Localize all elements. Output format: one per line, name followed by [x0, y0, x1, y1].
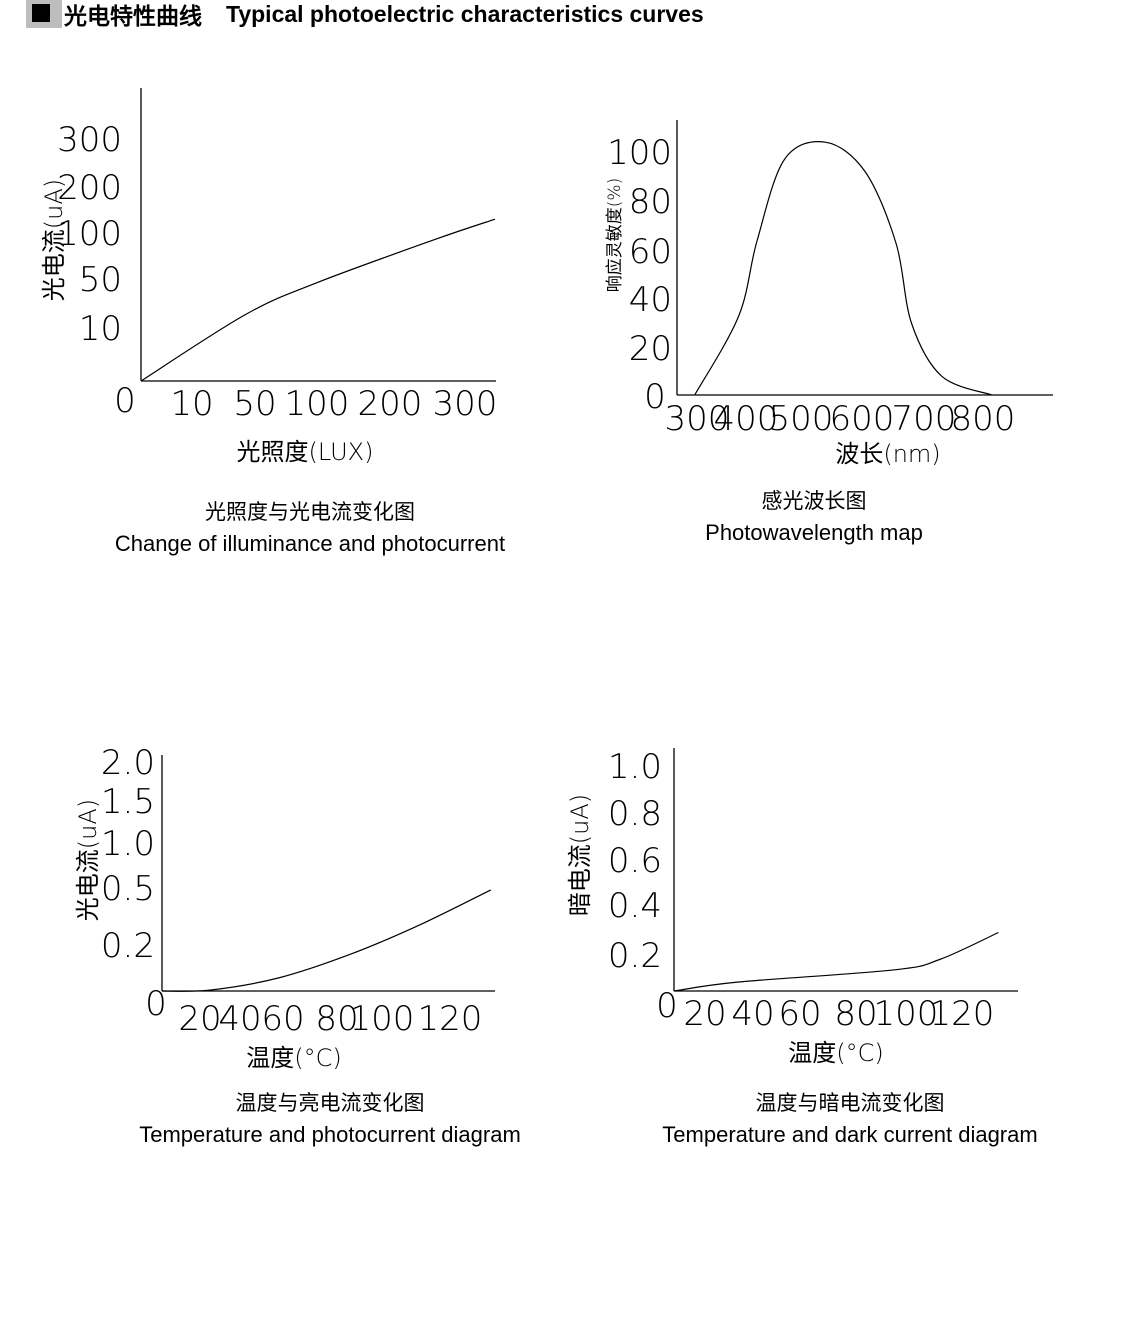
x-tick-label: 100 — [285, 384, 350, 424]
y-tick-label: 60 — [629, 232, 672, 272]
caption-wavelength: 感光波长图 Photowavelength map — [614, 485, 1014, 549]
x-tick-label: 200 — [358, 384, 423, 424]
y-tick-label: 0.2 — [101, 926, 155, 966]
header-title-en: Typical photoelectric characteristics cu… — [226, 0, 704, 27]
y-tick-label: 0.4 — [608, 886, 662, 926]
caption-en: Temperature and dark current diagram — [662, 1122, 1038, 1147]
caption-temp-photocurrent: 温度与亮电流变化图 Temperature and photocurrent d… — [80, 1087, 580, 1151]
y-tick-label: 2.0 — [101, 743, 155, 783]
y-axis-label: 光电流(uA) — [74, 799, 102, 921]
x-tick-label: 100 — [350, 999, 415, 1039]
series-line — [673, 931, 999, 992]
caption-cn: 感光波长图 — [761, 489, 867, 513]
caption-cn: 温度与暗电流变化图 — [755, 1091, 945, 1115]
x-axis-label: 光照度(LUX) — [237, 438, 374, 466]
x-tick-label: 20 — [178, 999, 221, 1039]
x-tick-label: 40 — [731, 994, 774, 1034]
y-tick-label: 80 — [629, 182, 672, 222]
x-tick-label: 60 — [261, 999, 304, 1039]
series-line — [694, 141, 993, 396]
series-line — [140, 218, 496, 382]
y-tick-label: 50 — [79, 260, 122, 300]
x-tick-label: 120 — [418, 999, 483, 1039]
y-tick-label: 1.0 — [101, 824, 155, 864]
y-axis-label: 暗电流(uA) — [566, 794, 594, 916]
x-tick-label: 10 — [170, 384, 213, 424]
x-tick-label: 20 — [683, 994, 726, 1034]
y-tick-label: 0.8 — [608, 794, 662, 834]
y-tick-label: 1.0 — [608, 747, 662, 787]
x-tick-label: 100 — [874, 994, 939, 1034]
x-tick-label: 80 — [834, 994, 877, 1034]
y-tick-label: 100 — [607, 133, 672, 173]
origin-tick-label: 0 — [644, 377, 666, 417]
x-tick-label: 600 — [830, 399, 895, 439]
x-tick-label: 500 — [769, 399, 834, 439]
y-tick-label: 10 — [79, 309, 122, 349]
caption-en: Change of illuminance and photocurrent — [114, 531, 506, 556]
y-tick-label: 300 — [57, 120, 122, 160]
caption-en: Photowavelength map — [705, 520, 923, 545]
x-tick-label: 300 — [665, 399, 730, 439]
y-axis-label: 光电流(uA) — [40, 179, 68, 301]
header-title-cn: 光电特性曲线 — [64, 3, 202, 29]
x-tick-label: 400 — [714, 399, 779, 439]
section-header: 光电特性曲线 Typical photoelectric characteris… — [26, 0, 704, 29]
origin-tick-label: 0 — [145, 984, 167, 1024]
x-tick-label: 60 — [778, 994, 821, 1034]
caption-en: Temperature and photocurrent diagram — [139, 1122, 521, 1147]
y-tick-label: 0.6 — [608, 841, 662, 881]
y-tick-label: 0.5 — [101, 869, 155, 909]
y-tick-label: 100 — [57, 214, 122, 254]
x-tick-label: 120 — [930, 994, 995, 1034]
y-tick-label: 200 — [57, 168, 122, 208]
x-axis-label: 温度(°C) — [788, 1039, 883, 1067]
square-bullet-icon — [26, 0, 62, 28]
x-axis-label: 温度(°C) — [246, 1044, 341, 1072]
series-line — [161, 889, 492, 992]
x-tick-label: 300 — [433, 384, 498, 424]
y-tick-label: 1.5 — [101, 782, 155, 822]
y-axis-label: 响应灵敏度(%) — [605, 178, 625, 292]
chart-0: 0 10 50 100 200 3001050100200300光照度(LUX)光电流(u… — [40, 88, 497, 466]
origin-tick-label: 0 — [656, 986, 678, 1026]
x-tick-label: 40 — [218, 999, 261, 1039]
x-tick-label: 80 — [315, 999, 358, 1039]
caption-temp-darkcurrent: 温度与暗电流变化图 Temperature and dark current d… — [600, 1087, 1100, 1151]
x-axis-label: 波长(nm) — [835, 440, 940, 468]
y-tick-label: 20 — [629, 329, 672, 369]
y-tick-label: 40 — [629, 280, 672, 320]
caption-cn: 温度与亮电流变化图 — [235, 1091, 425, 1115]
x-tick-label: 800 — [951, 399, 1016, 439]
origin-tick-label: 0 — [114, 381, 136, 421]
caption-illuminance: 光照度与光电流变化图 Change of illuminance and pho… — [60, 496, 560, 560]
x-tick-label: 50 — [233, 384, 276, 424]
x-tick-label: 700 — [892, 399, 957, 439]
caption-cn: 光照度与光电流变化图 — [205, 500, 415, 524]
y-tick-label: 0.2 — [608, 936, 662, 976]
